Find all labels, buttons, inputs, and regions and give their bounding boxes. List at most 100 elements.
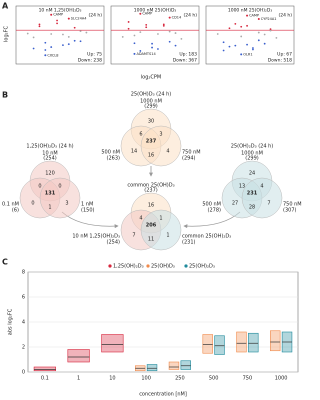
point	[133, 42, 136, 45]
x-tick-label: 0.1	[41, 376, 49, 382]
point	[139, 31, 142, 33]
x-tick-label: 100	[141, 376, 151, 382]
circle-count: (278)	[208, 208, 221, 214]
box	[180, 360, 191, 370]
venn-circle	[140, 125, 182, 167]
region-count: 28	[249, 205, 255, 211]
circle-count: (307)	[283, 208, 296, 214]
point	[44, 49, 47, 51]
gene-label: CD14	[172, 16, 182, 20]
point	[79, 40, 82, 43]
circle-label: 1000 nM	[241, 151, 263, 157]
legend-swatch	[108, 264, 112, 268]
circle-count: (237)	[144, 188, 157, 194]
point	[151, 42, 153, 45]
region-count: 237	[146, 139, 157, 145]
point	[180, 37, 183, 40]
point	[62, 33, 64, 36]
plot-frame	[205, 5, 295, 65]
venn-circle	[241, 177, 283, 219]
region-count: 0	[38, 184, 41, 190]
x-tick-label: 250	[175, 376, 185, 382]
circle-label: 0.1 nM	[2, 202, 19, 208]
point	[127, 21, 130, 23]
region-count: 0	[58, 184, 61, 190]
point	[26, 32, 29, 35]
x-axis-label: log₂CPM	[141, 75, 161, 81]
region-count: 11	[148, 237, 154, 243]
circle-count: (231)	[182, 240, 195, 246]
region-count: 30	[148, 119, 154, 125]
region-count: 0	[31, 201, 34, 207]
circle-count: (150)	[81, 208, 94, 214]
point	[139, 50, 142, 52]
box	[270, 330, 281, 352]
x-tick-label: 500	[209, 376, 219, 382]
point	[263, 33, 266, 36]
point	[73, 26, 76, 29]
point	[252, 47, 254, 49]
point	[269, 29, 272, 32]
point	[240, 25, 243, 28]
venn-circle	[39, 177, 81, 219]
point	[32, 36, 35, 39]
x-tick-label: 1	[77, 376, 80, 382]
circle-count: (299)	[245, 156, 258, 162]
x-axis-label: concentration [nM]	[139, 392, 187, 398]
box	[33, 366, 56, 372]
venn-title: 25(OH)₂D₃ (24 h)	[231, 144, 273, 150]
down-count: Down: 518	[268, 58, 292, 64]
legend-swatch	[146, 264, 150, 268]
box	[236, 331, 247, 353]
point	[145, 23, 148, 26]
region-count: 4	[166, 149, 169, 155]
y-tick-label: 0	[22, 370, 25, 376]
plot-title: 1000 nM 25(OH)₂D₃	[228, 8, 272, 14]
plot-title: 1000 nM 25(OH)D₃	[134, 8, 177, 14]
circle-count: (254)	[43, 156, 56, 162]
point	[246, 24, 248, 27]
x-tick-label: 750	[243, 376, 253, 382]
y-axis-label: abs log₂FC	[8, 308, 14, 335]
circle-count: (299)	[144, 104, 157, 110]
plot-frame	[110, 5, 200, 65]
venn-circle	[140, 209, 182, 251]
legend-label: 25(OH)₂D₃	[189, 264, 215, 270]
circle-label: 750 nM	[283, 202, 302, 208]
region-count: 7	[132, 233, 135, 239]
point	[56, 22, 58, 25]
point	[127, 27, 130, 30]
plot-subtitle: (24 h)	[278, 13, 292, 19]
point	[38, 23, 41, 26]
region-count: 4	[139, 216, 142, 222]
gene-label: CAMP	[142, 12, 152, 16]
region-count: 13	[239, 184, 245, 190]
region-count: 16	[148, 203, 154, 209]
gene-point	[257, 18, 260, 21]
gene-label: CAMP	[249, 14, 259, 18]
point	[269, 28, 272, 31]
x-tick-label: 10	[109, 376, 115, 382]
circle-label: 10 nM	[42, 151, 57, 157]
point	[240, 35, 243, 38]
box	[168, 361, 180, 370]
point	[121, 36, 124, 38]
legend-label: 25(OH)D₃	[151, 264, 175, 270]
gene-point	[168, 16, 171, 19]
region-count: 16	[148, 153, 154, 159]
y-tick-label: 4	[22, 320, 25, 326]
panel-label: B	[2, 91, 8, 100]
panel-label: A	[2, 2, 9, 11]
region-count: 14	[131, 149, 137, 155]
point	[234, 44, 237, 47]
gene-label: OLR1	[243, 52, 252, 56]
point	[275, 37, 278, 39]
point	[62, 44, 64, 47]
point	[222, 49, 225, 52]
circle-count: (254)	[107, 240, 120, 246]
circle-label: common 25(OH)D₃	[127, 183, 174, 189]
point	[234, 22, 237, 25]
box	[67, 349, 90, 363]
point	[246, 43, 248, 46]
point	[257, 31, 260, 34]
